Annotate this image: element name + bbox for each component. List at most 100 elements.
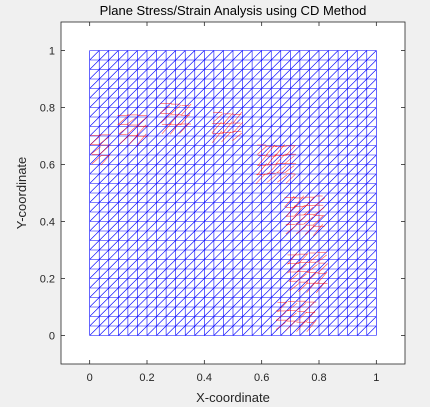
mesh-diagonal: [328, 107, 339, 118]
mesh-diagonal: [223, 249, 234, 260]
mesh-diagonal: [213, 145, 224, 156]
deformed-element-edge: [303, 216, 314, 225]
mesh-diagonal: [309, 88, 320, 99]
mesh-diagonal: [232, 297, 243, 308]
mesh-diagonal: [261, 192, 272, 203]
mesh-diagonal: [194, 59, 205, 70]
deformed-element-edge: [304, 225, 315, 235]
deformed-element-edge: [298, 282, 309, 292]
mesh-diagonal: [175, 135, 186, 146]
mesh-diagonal: [271, 192, 281, 203]
mesh-diagonal: [261, 259, 272, 270]
mesh-diagonal: [328, 50, 339, 61]
mesh-diagonal: [137, 97, 148, 108]
mesh-diagonal: [175, 59, 186, 70]
mesh-diagonal: [328, 135, 339, 146]
mesh-diagonal: [165, 154, 176, 165]
mesh-diagonal: [232, 59, 243, 70]
mesh-diagonal: [89, 297, 100, 308]
mesh-diagonal: [89, 116, 100, 127]
mesh-diagonal: [357, 278, 367, 289]
mesh-diagonal: [271, 306, 281, 317]
mesh-diagonal: [328, 97, 339, 108]
deformed-element-edge: [296, 273, 307, 282]
mesh-diagonal: [165, 116, 176, 127]
deformed-element-edge: [274, 154, 285, 166]
mesh-diagonal: [118, 59, 129, 70]
mesh-diagonal: [213, 126, 224, 137]
mesh-diagonal: [213, 249, 224, 260]
mesh-diagonal: [271, 221, 281, 232]
mesh-diagonal: [337, 50, 348, 61]
mesh-diagonal: [261, 50, 272, 61]
deformed-element-edge: [170, 104, 181, 114]
mesh-diagonal: [146, 268, 157, 279]
mesh-diagonal: [194, 211, 205, 222]
mesh-diagonal: [309, 183, 320, 194]
mesh-diagonal: [146, 287, 157, 298]
mesh-diagonal: [204, 325, 215, 336]
mesh-diagonal: [108, 50, 119, 61]
mesh-diagonal: [347, 306, 358, 317]
mesh-diagonal: [366, 268, 377, 279]
mesh-diagonal: [290, 126, 301, 137]
mesh-diagonal: [213, 230, 224, 241]
deformed-element-edge: [137, 116, 148, 126]
mesh-diagonal: [99, 230, 109, 241]
mesh-diagonal: [261, 240, 272, 251]
deformed-element-edge: [161, 122, 172, 135]
mesh-diagonal: [309, 230, 320, 241]
mesh-diagonal: [299, 240, 310, 251]
mesh-diagonal: [204, 306, 215, 317]
deformed-element-edge: [255, 173, 266, 185]
x-tick-label: 0.6: [254, 372, 269, 384]
mesh-diagonal: [232, 268, 243, 279]
mesh-diagonal: [146, 97, 157, 108]
mesh-diagonal: [137, 230, 148, 241]
deformed-element-edge: [318, 263, 328, 273]
mesh-diagonal: [156, 173, 167, 184]
mesh-diagonal: [137, 173, 148, 184]
y-tick-label: 0: [49, 331, 55, 343]
deformed-element-edge: [91, 155, 102, 165]
mesh-diagonal: [194, 240, 205, 251]
mesh-diagonal: [165, 88, 176, 99]
mesh-diagonal: [290, 116, 301, 127]
mesh-diagonal: [194, 107, 205, 118]
mesh-diagonal: [271, 287, 281, 298]
mesh-diagonal: [261, 278, 272, 289]
mesh-diagonal: [357, 97, 367, 108]
mesh-diagonal: [156, 164, 167, 175]
mesh-diagonal: [204, 297, 215, 308]
mesh-diagonal: [213, 78, 224, 89]
mesh-diagonal: [251, 97, 262, 108]
deformed-element-edge: [100, 154, 111, 166]
mesh-diagonal: [242, 202, 253, 213]
mesh-diagonal: [251, 316, 262, 327]
mesh-diagonal: [127, 268, 138, 279]
deformed-element-edge: [296, 263, 307, 273]
mesh-diagonal: [175, 211, 186, 222]
mesh-diagonal: [309, 126, 320, 137]
mesh-diagonal: [357, 230, 367, 241]
mesh-diagonal: [127, 145, 138, 156]
mesh-diagonal: [185, 78, 195, 89]
mesh-diagonal: [175, 240, 186, 251]
mesh-diagonal: [309, 135, 320, 146]
mesh-diagonal: [89, 183, 100, 194]
mesh-diagonal: [261, 211, 272, 222]
mesh-diagonal: [156, 192, 167, 203]
mesh-diagonal: [204, 116, 215, 127]
mesh-diagonal: [99, 97, 109, 108]
mesh-diagonal: [242, 230, 253, 241]
mesh-diagonal: [271, 183, 281, 194]
mesh-diagonal: [156, 259, 167, 270]
mesh-diagonal: [261, 78, 272, 89]
mesh-diagonal: [299, 135, 310, 146]
mesh-diagonal: [137, 164, 148, 175]
mesh-diagonal: [357, 154, 367, 165]
mesh-diagonal: [290, 69, 301, 80]
mesh-diagonal: [127, 297, 138, 308]
mesh-diagonal: [194, 192, 205, 203]
mesh-diagonal: [146, 88, 157, 99]
